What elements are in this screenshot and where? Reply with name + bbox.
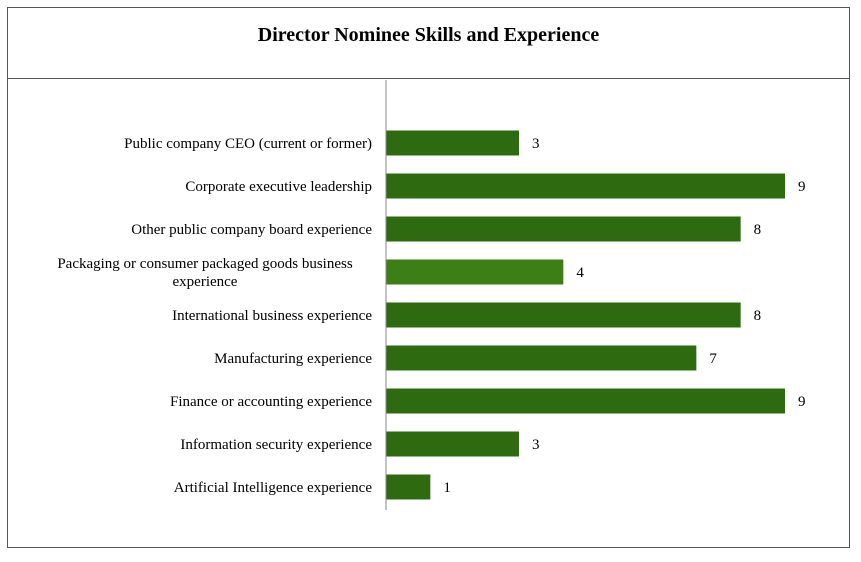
bar-3 (386, 216, 741, 242)
category-label-3: Other public company board experience (131, 222, 372, 238)
bars-layer (386, 130, 785, 500)
bar-1 (386, 130, 519, 156)
category-label-5: International business experience (172, 308, 372, 324)
category-label-7: Finance or accounting experience (170, 394, 372, 410)
value-label-1: 3 (532, 136, 540, 152)
category-label-9: Artificial Intelligence experience (174, 480, 373, 496)
bar-8 (386, 431, 519, 457)
chart-title: Director Nominee Skills and Experience (257, 24, 600, 46)
category-label-8: Information security experience (180, 437, 372, 453)
category-label-1: Public company CEO (current or former) (124, 136, 372, 152)
category-label-6: Manufacturing experience (214, 351, 372, 367)
bar-2 (386, 173, 785, 199)
value-label-7: 9 (798, 394, 806, 410)
value-label-8: 3 (532, 437, 540, 453)
value-label-3: 8 (754, 222, 762, 238)
bar-6 (386, 345, 697, 371)
value-label-4: 4 (576, 265, 584, 281)
title-divider (7, 78, 850, 79)
bar-5 (386, 302, 741, 328)
chart-frame (7, 7, 850, 548)
value-label-6: 7 (709, 351, 717, 367)
bar-7 (386, 388, 785, 414)
value-label-9: 1 (443, 480, 451, 496)
value-labels: 3 9 8 4 8 7 9 3 1 (443, 136, 805, 496)
category-label-2: Corporate executive leadership (185, 179, 372, 195)
category-label-4: Packaging or consumer packaged goods bus… (57, 256, 353, 290)
bar-9 (386, 474, 431, 500)
value-label-5: 8 (754, 308, 762, 324)
bar-4 (386, 259, 564, 285)
category-labels: Public company CEO (current or former) Co… (57, 136, 372, 496)
value-label-2: 9 (798, 179, 806, 195)
